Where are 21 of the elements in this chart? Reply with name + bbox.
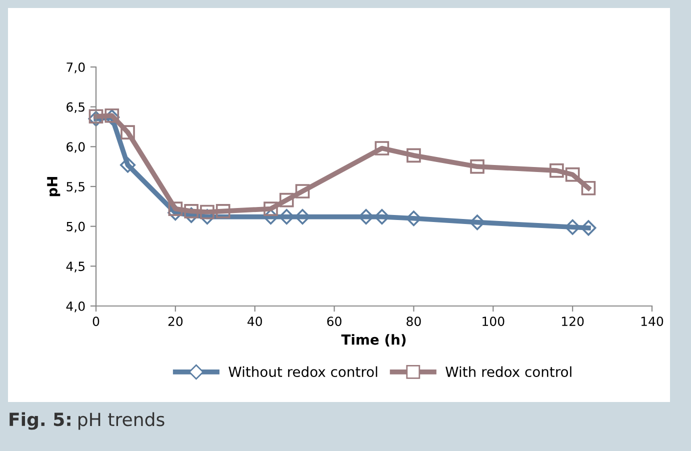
x-tick-label: 40 bbox=[248, 316, 262, 326]
x-tick-label: 100 bbox=[482, 316, 504, 326]
x-tick-label: 80 bbox=[406, 316, 421, 326]
y-tick-label: 5,5 bbox=[66, 182, 84, 193]
text: pH trends bbox=[78, 412, 164, 430]
y-tick-label: 4,0 bbox=[66, 301, 85, 312]
x-tick-label: 140 bbox=[641, 316, 664, 326]
y-tick-label: 4,5 bbox=[66, 262, 84, 272]
x-tick-label: 60 bbox=[327, 316, 342, 326]
x-axis-title: Time (h) bbox=[341, 334, 406, 346]
y-tick-label: 5,0 bbox=[66, 222, 85, 233]
legend-label: Without redox control bbox=[228, 366, 378, 378]
x-tick-label: 0 bbox=[92, 316, 100, 326]
y-tick-label: 7,0 bbox=[66, 62, 85, 74]
y-tick-label: 6,5 bbox=[66, 102, 84, 114]
caption: Fig. 5: bbox=[10, 412, 70, 430]
x-tick-label: 120 bbox=[562, 316, 584, 326]
x-tick-label: 20 bbox=[168, 316, 183, 326]
y-tick-label: 6,0 bbox=[66, 142, 85, 153]
legend-label: With redox control bbox=[446, 366, 572, 378]
y-axis-title: pH bbox=[47, 176, 60, 196]
